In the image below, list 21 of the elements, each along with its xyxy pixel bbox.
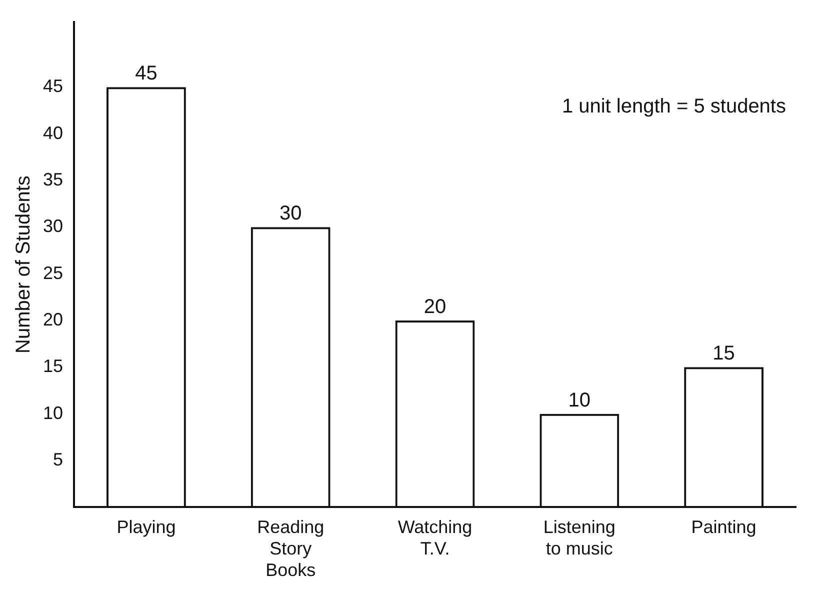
y-tick-label: 5 xyxy=(53,449,64,470)
y-tick-label: 35 xyxy=(42,169,64,190)
y-tick-label: 15 xyxy=(42,356,64,376)
data-label: 20 xyxy=(424,296,446,318)
y-tick-label: 40 xyxy=(42,122,64,143)
y-tick-label: 45 xyxy=(42,76,64,96)
data-label: 45 xyxy=(135,62,158,85)
x-tick-label: Playing xyxy=(116,516,176,537)
data-label: 30 xyxy=(279,202,302,225)
data-label: 15 xyxy=(712,342,735,365)
y-tick-label: 20 xyxy=(42,309,64,330)
data-label: 10 xyxy=(568,389,591,412)
x-tick-label: Reading Story Books xyxy=(257,516,324,580)
x-tick-label: Watching T.V. xyxy=(398,516,472,559)
y-tick-label: 25 xyxy=(42,262,64,283)
y-tick-label: 10 xyxy=(42,402,64,423)
x-tick-label: Listening to music xyxy=(543,516,616,559)
annotation: 1 unit length = 5 students xyxy=(562,95,786,118)
x-tick-label: Painting xyxy=(691,516,756,537)
y-tick-label: 30 xyxy=(42,216,64,236)
y-axis-title: Number of Students xyxy=(12,176,35,354)
